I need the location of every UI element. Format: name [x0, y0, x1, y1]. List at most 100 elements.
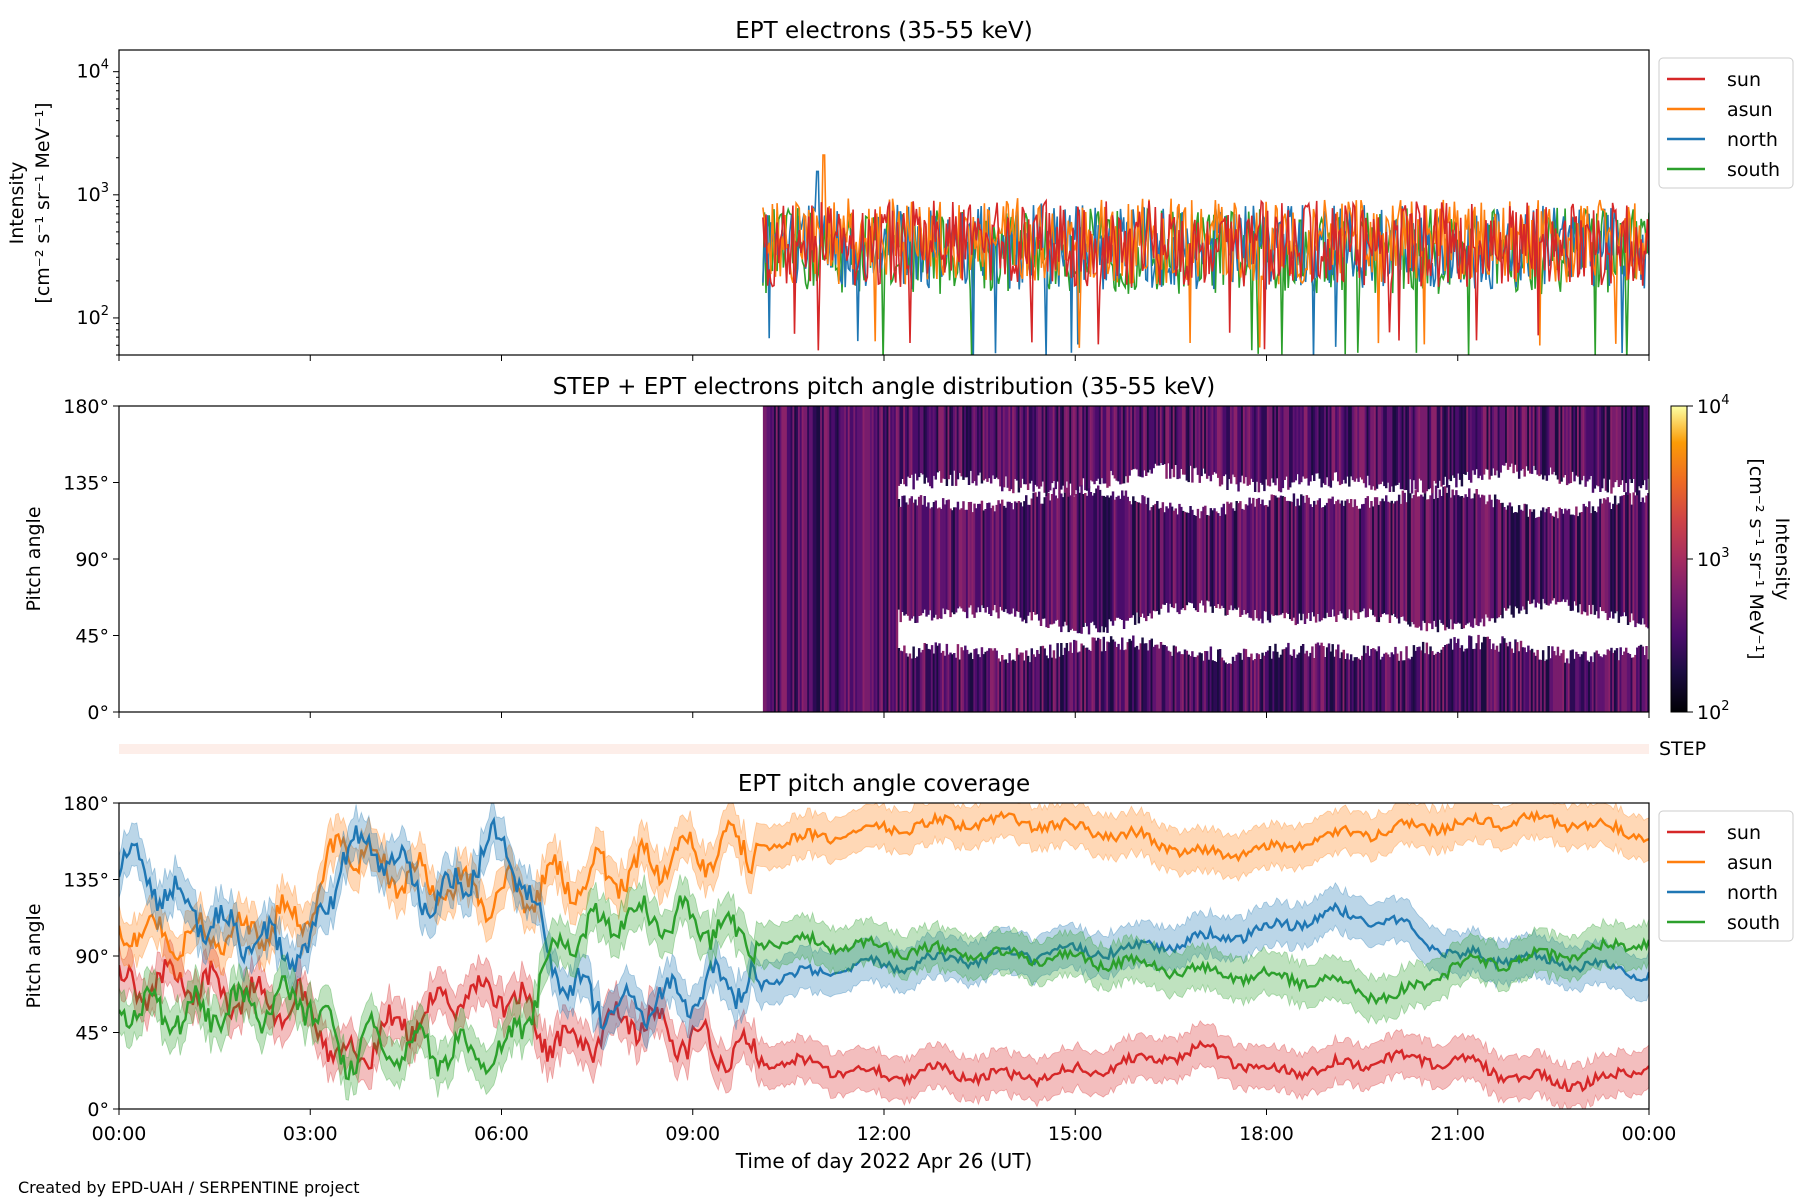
heatmap-cell: [1272, 406, 1275, 483]
heatmap-cell: [1010, 503, 1013, 614]
heatmap-cell: [945, 500, 949, 610]
heatmap-cell: [964, 645, 967, 712]
heatmap-cell: [1501, 502, 1504, 619]
heatmap-cell: [1606, 406, 1609, 493]
heatmap-cell: [1453, 637, 1456, 712]
heatmap-cell: [1495, 406, 1499, 471]
heatmap-cell: [1466, 648, 1469, 712]
heatmap-cell: [1185, 650, 1189, 712]
heatmap-cell: [1008, 501, 1011, 615]
heatmap-cell: [1213, 406, 1216, 473]
heatmap-cell: [1198, 652, 1201, 712]
heatmap-cell: [1383, 406, 1386, 487]
heatmap-cell: [1468, 635, 1471, 712]
heatmap-cell: [1139, 503, 1142, 617]
heatmap-cell: [1368, 655, 1371, 712]
heatmap-cell: [1071, 652, 1074, 712]
heatmap-cell: [1111, 406, 1115, 476]
heatmap-cell: [1529, 406, 1532, 474]
heatmap-cell: [1004, 507, 1008, 610]
heatmap-cell: [797, 406, 801, 712]
heatmap-cell: [1126, 642, 1130, 712]
heatmap-cell: [1250, 653, 1253, 712]
heatmap-cell: [1591, 506, 1595, 605]
heatmap-cell: [1623, 495, 1626, 613]
heatmap-cell: [1444, 406, 1447, 477]
heatmap-cell: [768, 406, 771, 712]
heatmap-cell: [829, 406, 832, 712]
heatmap-cell: [954, 406, 958, 486]
heatmap-cell: [982, 406, 986, 481]
heatmap-cell: [1124, 490, 1128, 621]
heatmap-cell: [1008, 653, 1011, 712]
heatmap-cell: [1612, 503, 1615, 619]
heatmap-cell: [1403, 660, 1406, 712]
heatmap-cell: [781, 406, 784, 712]
heatmap-cell: [1145, 643, 1148, 712]
heatmap-cell: [1200, 511, 1203, 601]
heatmap-cell: [1573, 515, 1576, 602]
heatmap-cell: [1008, 406, 1011, 492]
heatmap-cell: [1575, 506, 1578, 606]
heatmap-cell: [1386, 654, 1390, 712]
heatmap-cell: [1335, 649, 1338, 712]
heatmap-cell: [1150, 638, 1153, 712]
heatmap-cell: [1407, 406, 1410, 492]
heatmap-cell: [1253, 406, 1257, 492]
heatmap-cell: [1396, 500, 1399, 619]
heatmap-cell: [1058, 406, 1061, 494]
heatmap-cell: [1357, 406, 1360, 482]
heatmap-cell: [1390, 406, 1393, 487]
heatmap-cell: [910, 406, 914, 475]
heatmap-cell: [1562, 406, 1565, 478]
heatmap-cell: [914, 499, 917, 623]
panel2-ytick-label: 135°: [63, 473, 109, 495]
xtick-label: 21:00: [1430, 1123, 1485, 1145]
heatmap-cell: [995, 650, 998, 712]
heatmap-cell: [1366, 645, 1369, 712]
heatmap-cell: [1593, 406, 1597, 489]
heatmap-cell: [1477, 634, 1480, 712]
heatmap-cell: [1170, 655, 1174, 712]
heatmap-cell: [1455, 490, 1458, 624]
heatmap-cell: [1124, 406, 1128, 477]
heatmap-cell: [1373, 497, 1377, 617]
colorbar-tick-exponent: 3: [1721, 546, 1729, 561]
heatmap-cell: [1181, 654, 1185, 712]
heatmap-cell: [965, 649, 969, 712]
heatmap-cell: [1514, 406, 1517, 465]
heatmap-cell: [1143, 406, 1146, 471]
heatmap-cell: [912, 646, 915, 712]
heatmap-cell: [1132, 635, 1135, 712]
step-strip: [119, 744, 1649, 754]
heatmap-cell: [1028, 504, 1032, 613]
heatmap-cell: [1530, 406, 1534, 474]
heatmap-cell: [1333, 656, 1336, 712]
heatmap-cell: [1159, 507, 1163, 609]
heatmap-cell: [1017, 406, 1021, 493]
heatmap-cell: [1215, 406, 1218, 474]
step-strip-label: STEP: [1659, 738, 1706, 760]
heatmap-cell: [1301, 644, 1305, 712]
heatmap-cell: [1370, 501, 1373, 610]
heatmap-cell: [927, 502, 930, 615]
heatmap-cell: [1113, 406, 1117, 479]
heatmap-cell: [1152, 505, 1155, 611]
heatmap-cell: [770, 406, 773, 712]
heatmap-cell: [1089, 492, 1093, 623]
heatmap-cell: [1205, 515, 1209, 601]
heatmap-cell: [1362, 406, 1366, 484]
heatmap-cell: [1571, 406, 1574, 472]
heatmap-cell: [958, 406, 962, 473]
heatmap-cell: [1163, 512, 1166, 605]
heatmap-cell: [1462, 406, 1465, 474]
heatmap-cell: [1056, 498, 1059, 620]
heatmap-cell: [1399, 651, 1403, 712]
heatmap-cell: [1457, 406, 1460, 474]
x-axis-label: Time of day 2022 Apr 26 (UT): [735, 1149, 1033, 1173]
heatmap-cell: [1385, 495, 1388, 615]
heatmap-cell: [1303, 502, 1307, 624]
heatmap-cell: [1325, 647, 1329, 712]
heatmap-cell: [1482, 495, 1486, 627]
heatmap-cell: [1316, 500, 1320, 614]
